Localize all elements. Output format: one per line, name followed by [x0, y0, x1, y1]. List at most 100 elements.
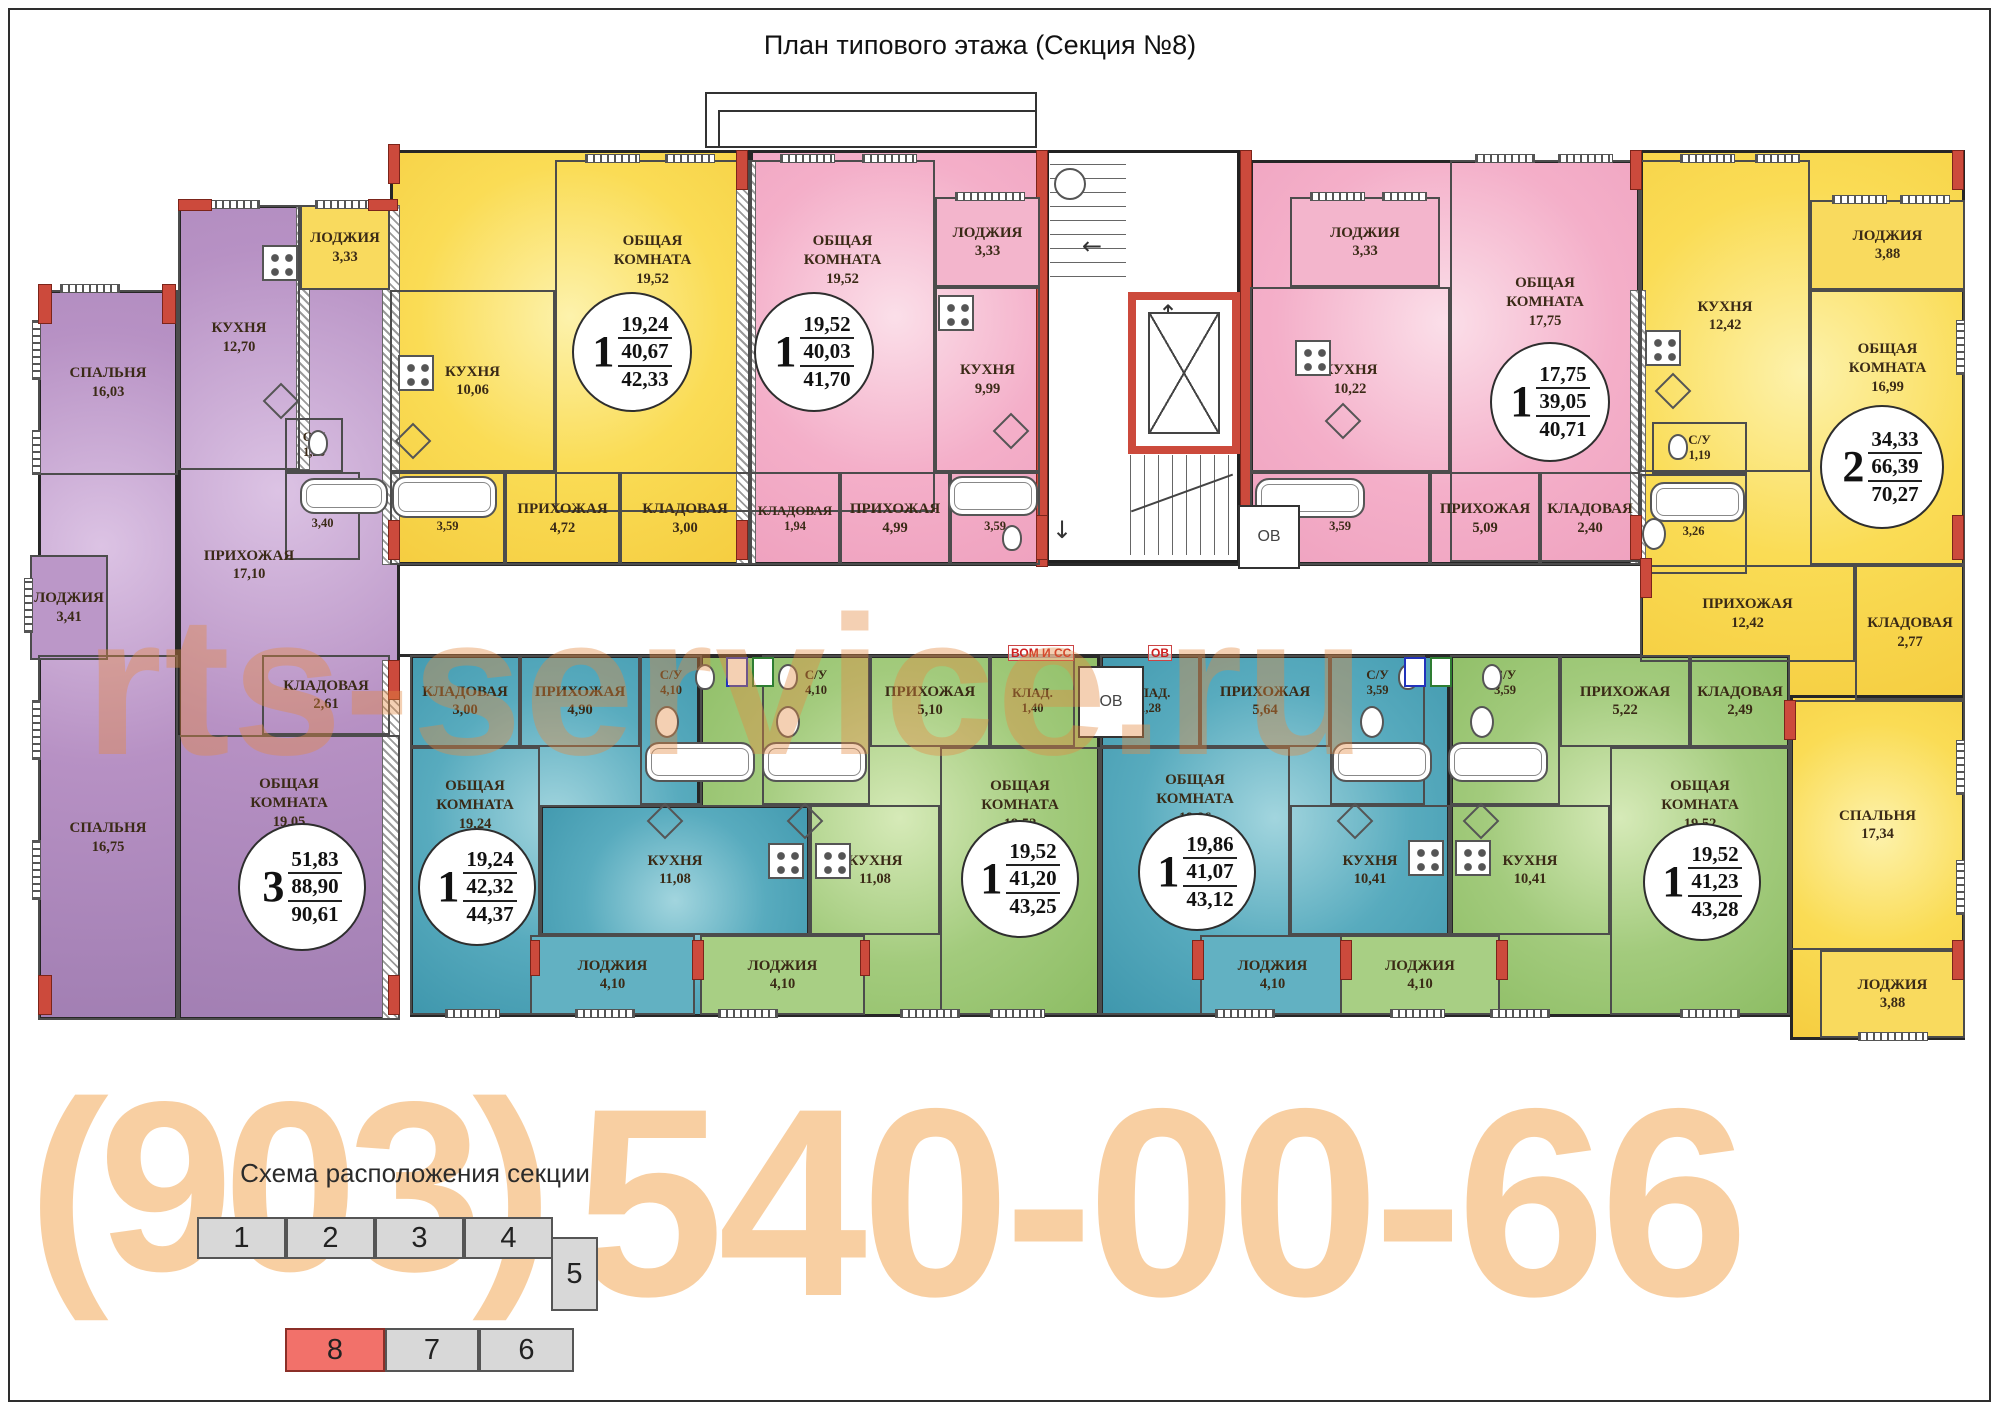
room: ОБЩАЯ КОМНАТА 19,24	[410, 747, 540, 1015]
room-area: 3,59	[984, 518, 1006, 533]
stat-circle: 1 19,52 40,03 41,70	[754, 292, 874, 412]
room: ОБЩАЯ КОМНАТА 19,52	[750, 160, 935, 512]
window	[1900, 195, 1950, 204]
room-area: 10,41	[1353, 871, 1387, 888]
room-name: ПРИХОЖАЯ	[534, 683, 626, 700]
room: КУХНЯ 10,41	[1450, 805, 1610, 935]
room: ПРИХОЖАЯ 5,09	[1430, 472, 1540, 565]
room: КЛАДОВАЯ 1,94	[750, 472, 840, 565]
room-area: 17,10	[232, 566, 266, 583]
scheme-block-5: 5	[551, 1237, 598, 1311]
room-area: 3,00	[672, 519, 698, 536]
stove-icon	[398, 355, 434, 391]
room-name: С/У	[659, 667, 683, 682]
stairs-arrow-icon: ↓	[1052, 516, 1073, 544]
room-area: 11,08	[659, 871, 691, 888]
room-name: ПРИХОЖАЯ	[1702, 596, 1793, 613]
window	[1490, 1009, 1550, 1018]
wall-accent	[38, 284, 52, 324]
room-name: ОБЩАЯ КОМНАТА	[436, 778, 514, 813]
stove-icon	[1295, 340, 1331, 376]
room-loggia: ЛОДЖИЯ 3,88	[1820, 950, 1965, 1038]
room: КЛАДОВАЯ 2,40	[1540, 472, 1640, 565]
room-area: 19,52	[636, 270, 669, 287]
room-area: 3,33	[332, 248, 358, 265]
stove-icon	[768, 843, 804, 879]
stove-icon	[938, 295, 974, 331]
room-area: 4,10	[805, 683, 827, 698]
room-name: ОБЩАЯ КОМНАТА	[1506, 275, 1584, 310]
window	[1832, 195, 1887, 204]
room-name: ОБЩАЯ КОМНАТА	[1661, 778, 1739, 813]
smoke-detector-icon	[1054, 168, 1086, 200]
wall-accent	[1630, 515, 1642, 560]
room-area: 16,03	[91, 383, 125, 400]
room-name: ПРИХОЖАЯ	[517, 501, 608, 518]
bathtub-icon	[300, 478, 388, 514]
room: ПРИХОЖАЯ 17,10	[108, 475, 390, 655]
room-area: 1,19	[1688, 448, 1711, 463]
room-area: 10,22	[1333, 380, 1367, 397]
bathtub-icon	[645, 742, 755, 782]
wall-accent	[388, 660, 400, 700]
scheme-block-4: 4	[464, 1217, 553, 1259]
toilet-icon	[308, 430, 328, 456]
window	[990, 1009, 1045, 1018]
room: КУХНЯ 10,22	[1250, 287, 1450, 472]
room-area: 2,40	[1577, 519, 1603, 536]
circle-area: 42,32	[463, 874, 517, 902]
room-loggia: ЛОДЖИЯ 3,33	[935, 197, 1040, 287]
stat-circle: 1 19,52 41,20 43,25	[961, 820, 1079, 938]
stove-icon	[815, 843, 851, 879]
room-area: 1,94	[784, 518, 806, 533]
sink-icon	[1642, 518, 1666, 550]
wall-accent	[388, 520, 400, 560]
wall-accent	[1952, 150, 1964, 190]
room-name: ЛОДЖИЯ	[1857, 976, 1928, 993]
room-name: ОБЩАЯ КОМНАТА	[1156, 772, 1234, 807]
room: С/У 4,10	[762, 655, 870, 805]
circle-total-area: 44,37	[466, 901, 514, 926]
room-name: ЛОДЖИЯ	[1852, 227, 1923, 244]
room-name: КЛАДОВАЯ	[422, 683, 508, 700]
window	[955, 192, 1025, 201]
window	[445, 1009, 500, 1018]
room-area: 5,22	[1612, 702, 1638, 719]
room-loggia: ЛОДЖИЯ 4,10	[530, 935, 695, 1015]
room-name: ЛОДЖИЯ	[34, 590, 104, 607]
room: С/У 3,59	[1450, 655, 1560, 805]
circle-total-area: 41,70	[803, 366, 851, 391]
room: КЛАДОВАЯ 3,00	[620, 472, 750, 565]
room: КУХНЯ 9,99	[935, 287, 1040, 472]
room-loggia: ЛОДЖИЯ 4,10	[1200, 935, 1345, 1015]
room-name: КУХНЯ	[1322, 362, 1378, 379]
room-name: С/У	[804, 667, 828, 682]
room-name: ПРИХОЖАЯ	[203, 547, 295, 564]
circle-area: 41,07	[1183, 859, 1237, 887]
circle-living-area: 19,52	[1688, 842, 1742, 870]
room-name: КЛАДОВАЯ	[757, 502, 833, 518]
room-area: 1,40	[1021, 701, 1044, 716]
ov-box: ОВ	[1238, 505, 1300, 569]
room-name: КЛАДОВАЯ	[1867, 615, 1953, 632]
window	[1475, 154, 1535, 163]
stat-circle: 1 19,24 42,32 44,37	[418, 828, 536, 946]
room-area: 3,88	[1874, 246, 1901, 263]
circle-room-count: 1	[980, 854, 1003, 903]
room-area: 4,10	[769, 976, 796, 993]
page-title: План типового этажа (Секция №8)	[763, 30, 1197, 60]
room: ОБЩАЯ КОМНАТА 16,99	[1810, 290, 1965, 565]
room-name: СПАЛЬНЯ	[69, 820, 147, 837]
room-area: 11,08	[859, 871, 891, 888]
toilet-icon	[1482, 664, 1502, 690]
room-area: 5,10	[917, 702, 943, 719]
room: С/У 3,59	[1330, 655, 1425, 805]
wall-accent	[178, 199, 212, 211]
circle-area: 88,90	[288, 874, 342, 902]
circle-total-area: 40,71	[1539, 416, 1587, 441]
room-area: 4,90	[567, 702, 593, 719]
circle-living-area: 19,24	[463, 847, 517, 875]
circle-room-count: 2	[1842, 442, 1865, 491]
bathtub-icon	[1332, 742, 1432, 782]
